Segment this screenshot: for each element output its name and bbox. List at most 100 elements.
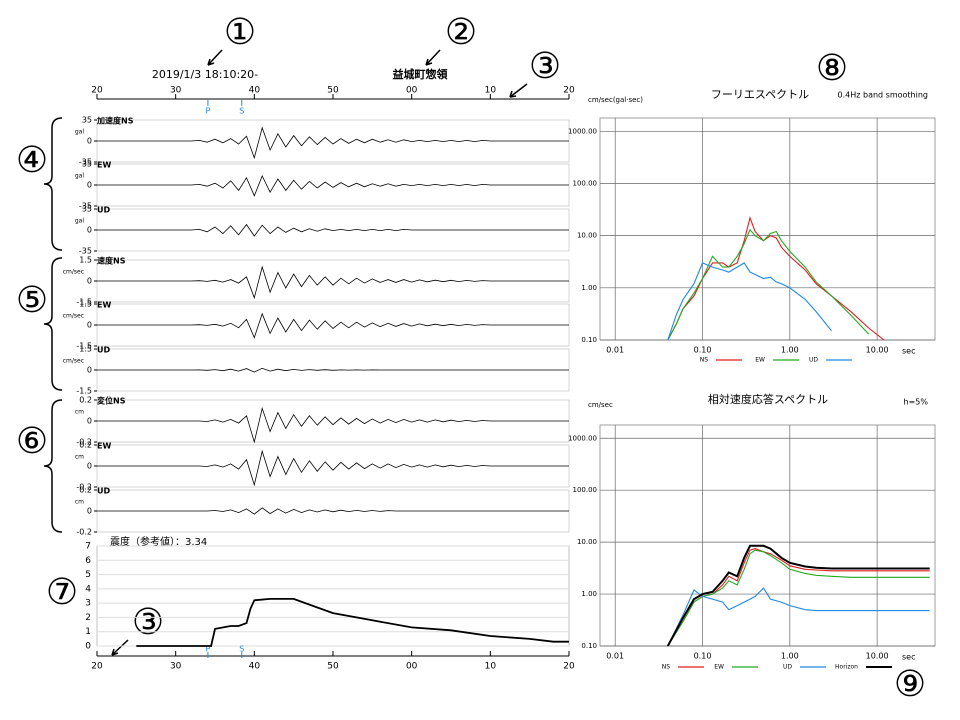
- spectrum-line: [666, 544, 930, 646]
- chart-title: フーリエスペクトル: [711, 88, 809, 101]
- trace-name: 加速度NS: [96, 116, 134, 126]
- x-tick-label: 10: [485, 86, 497, 96]
- y-tick-label: 10.00: [577, 232, 597, 240]
- phase-label: P: [206, 645, 211, 654]
- y-tick-label: -35: [79, 158, 92, 167]
- y-tick-label: -0.2: [76, 483, 92, 492]
- waveform-trace: [97, 175, 569, 197]
- spectrum-line: [667, 228, 870, 340]
- y-tick-label: 3: [85, 599, 91, 609]
- y-axis-label: cm/sec: [588, 401, 613, 409]
- intensity-line: [136, 598, 569, 647]
- x-axis-label: sec: [902, 653, 916, 662]
- x-tick-label: 40: [249, 86, 261, 96]
- annotation: ⑥: [16, 421, 48, 462]
- trace-name: EW: [97, 161, 111, 170]
- waveform-trace: [97, 367, 569, 373]
- y-tick-label: 0: [87, 137, 92, 146]
- x-tick-label: 0.10: [694, 346, 712, 355]
- annotation: ⑦: [46, 572, 78, 613]
- y-tick-label: 0: [85, 642, 91, 652]
- trace-name: EW: [97, 301, 111, 310]
- y-tick-label: 0.2: [79, 441, 92, 450]
- y-tick-label: -0.2: [76, 438, 92, 447]
- x-tick-label: 20: [91, 86, 103, 96]
- y-tick-label: 1000.00: [568, 434, 597, 442]
- trace-unit: cm: [75, 499, 84, 506]
- x-tick-label: 00: [406, 86, 418, 96]
- phase-label: P: [206, 107, 211, 116]
- legend-label: UD: [783, 664, 792, 671]
- intensity-title: 震度（参考値）：3.34: [110, 535, 207, 548]
- trace-name: 変位NS: [97, 396, 126, 406]
- y-tick-label: 0.10: [581, 642, 597, 650]
- x-tick-label: 30: [170, 86, 182, 96]
- x-tick-label: 40: [249, 662, 261, 672]
- y-tick-label: 1: [85, 627, 91, 637]
- waveform-trace: [97, 126, 569, 160]
- trace-unit: gal: [75, 129, 84, 136]
- annotation: ③: [529, 46, 561, 87]
- chart-subtitle: h=5%: [904, 398, 929, 407]
- legend-label: Horizon: [835, 664, 858, 671]
- x-tick-label: 20: [563, 662, 575, 672]
- y-tick-label: 35: [82, 160, 92, 169]
- waveform-trace: [97, 507, 569, 515]
- legend-label: EW: [714, 664, 724, 671]
- legend-label: NS: [700, 357, 708, 364]
- trace-unit: cm/sec: [63, 269, 84, 276]
- y-tick-label: 0.2: [79, 396, 92, 405]
- y-tick-label: 0: [87, 366, 92, 375]
- y-tick-label: 2: [85, 613, 91, 623]
- chart-subtitle: 0.4Hz band smoothing: [838, 91, 928, 100]
- y-tick-label: 4: [85, 584, 91, 594]
- y-tick-label: 5: [85, 570, 91, 580]
- x-axis-label: sec: [902, 347, 916, 356]
- y-tick-label: 1.5: [79, 300, 92, 309]
- trace-unit: cm/sec: [63, 358, 84, 365]
- x-tick-label: 20: [91, 662, 103, 672]
- y-tick-label: -1.5: [76, 387, 92, 396]
- y-tick-label: 100.00: [573, 179, 598, 187]
- x-tick-label: 50: [327, 86, 339, 96]
- annotation: ⑤: [16, 280, 48, 321]
- y-tick-label: 0: [87, 277, 92, 286]
- waveform-trace: [97, 223, 569, 237]
- annotation: ②: [445, 12, 477, 53]
- x-tick-label: 00: [406, 662, 418, 672]
- plot-frame: [96, 545, 570, 647]
- x-tick-label: 10.00: [866, 652, 889, 661]
- waveform-trace: [97, 406, 569, 444]
- trace-name: EW: [97, 442, 111, 451]
- annotation: ①: [224, 12, 256, 53]
- waveform-trace: [97, 449, 569, 487]
- plot-frame: [599, 117, 936, 341]
- x-tick-label: 1.00: [781, 346, 799, 355]
- arrows: [43, 49, 528, 656]
- y-tick-label: -1.5: [76, 342, 92, 351]
- plot-frame: [599, 424, 936, 647]
- y-tick-label: 1.5: [79, 345, 92, 354]
- trace-unit: cm: [75, 454, 84, 461]
- chart-title: 相対速度応答スペクトル: [708, 392, 828, 406]
- x-tick-label: 20: [563, 86, 575, 96]
- phase-label: S: [239, 645, 244, 654]
- trace-name: UD: [97, 346, 110, 355]
- phase-label: S: [239, 107, 244, 116]
- spectrum-line: [667, 587, 930, 646]
- trace-name: 速度NS: [97, 256, 126, 266]
- y-tick-label: 6: [85, 556, 91, 566]
- record-date: 2019/1/3 18:10:20-: [152, 68, 258, 81]
- x-tick-label: 50: [327, 662, 339, 672]
- y-tick-label: -35: [79, 247, 92, 256]
- y-tick-label: 100.00: [573, 486, 598, 494]
- spectrum-line: [667, 215, 885, 340]
- y-tick-label: 1000.00: [568, 127, 597, 135]
- x-tick-label: 0.10: [694, 652, 712, 661]
- annotation: ④: [16, 140, 48, 181]
- waveform-trace: [97, 265, 569, 300]
- y-tick-label: 0: [87, 462, 92, 471]
- y-tick-label: 35: [82, 116, 92, 125]
- legend-label: NS: [662, 664, 670, 671]
